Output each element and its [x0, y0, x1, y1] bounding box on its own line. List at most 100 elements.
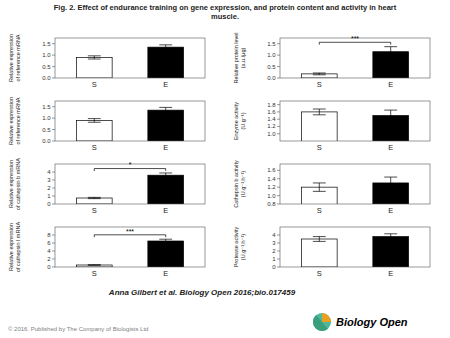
bar — [148, 241, 184, 267]
subplot: 0.00.51.01.5SERelative expressionof refe… — [8, 34, 205, 89]
error-bar — [384, 234, 397, 240]
y-tick-label: 1.8 — [267, 102, 276, 108]
y-tick-label: 2 — [272, 248, 276, 254]
y-tick — [52, 118, 55, 119]
error-line — [390, 177, 391, 189]
y-tick — [52, 172, 55, 173]
error-bar — [384, 110, 397, 121]
x-tick-label: E — [163, 80, 168, 89]
y-tick-label: 1.0 — [267, 131, 276, 137]
y-tick — [277, 178, 280, 179]
subplot: 01234SERelative expressionof cathepsin b… — [8, 158, 205, 215]
error-bar — [313, 183, 326, 191]
error-cap — [159, 107, 172, 108]
y-tick-label: 4 — [47, 169, 51, 175]
y-axis-label-line: Relative expression — [8, 34, 14, 82]
y-tick — [52, 259, 55, 260]
significance-label: *** — [351, 35, 359, 42]
y-tick — [52, 251, 55, 252]
y-axis-label: Cathepsin b activity(U.g⁻¹.h⁻¹) — [233, 160, 246, 208]
y-axis-label-line: of cathepsin l mRNA — [15, 222, 21, 272]
y-axis-label: Relative expressionof reference mRNA — [8, 34, 21, 82]
error-bar — [159, 239, 172, 243]
subplot: 0.00.51.01.5SERelative expressionof refe… — [8, 97, 205, 152]
y-tick — [52, 66, 55, 67]
error-cap — [159, 239, 172, 240]
y-tick — [52, 55, 55, 56]
y-tick — [52, 106, 55, 107]
copyright: © 2016. Published by The Company of Biol… — [8, 326, 148, 332]
x-tick-label: E — [388, 80, 393, 89]
error-cap — [313, 241, 326, 242]
significance-label: *** — [126, 228, 134, 235]
error-line — [165, 107, 166, 112]
x-tick-label: S — [92, 269, 97, 278]
error-bar — [313, 237, 326, 242]
bar — [148, 110, 184, 141]
error-cap — [88, 55, 101, 56]
y-tick — [277, 78, 280, 79]
y-axis-label-line: of cathepsin b mRNA — [15, 158, 21, 210]
y-tick — [52, 188, 55, 189]
error-bar — [159, 107, 172, 112]
y-axis-label: Enzyme activity(U.g⁻¹) — [233, 102, 246, 140]
x-tick-label: E — [163, 143, 168, 152]
y-tick-label: 0 — [47, 264, 51, 270]
error-cap — [313, 236, 326, 237]
subplot: 02468SERelative expressionof cathepsin l… — [8, 222, 205, 278]
y-tick — [52, 243, 55, 244]
error-cap — [88, 59, 101, 60]
x-tick-label: E — [163, 206, 168, 215]
x-tick-label: S — [92, 143, 97, 152]
marks — [301, 47, 408, 78]
error-cap — [384, 121, 397, 122]
y-tick — [277, 251, 280, 252]
y-axis-label: Relative protein level(a.u./μg) — [233, 32, 246, 83]
error-cap — [159, 177, 172, 178]
error-bar — [159, 173, 172, 177]
y-axis-label-line: (U.g⁻¹) — [240, 112, 246, 129]
error-cap — [159, 172, 172, 173]
y-tick-label: 1.0 — [42, 115, 51, 121]
y-tick-label: 0.0 — [267, 75, 276, 81]
y-axis-label-line: (U.g⁻¹.h⁻¹) — [240, 171, 246, 197]
error-line — [165, 45, 166, 50]
y-tick-label: 1.4 — [267, 116, 276, 122]
y-tick-label: 0.5 — [42, 127, 51, 133]
plot-frame — [280, 227, 430, 267]
plot-frame — [55, 38, 205, 78]
error-line — [94, 56, 95, 59]
error-cap — [384, 188, 397, 189]
error-cap — [313, 182, 326, 183]
subplot: 01234SEProtease activity(U.g⁻¹.h⁻¹) — [233, 227, 430, 278]
plot-frame — [280, 38, 430, 78]
y-tick — [277, 235, 280, 236]
error-bar — [159, 45, 172, 50]
y-tick-label: 0.5 — [267, 64, 276, 70]
plot-frame — [280, 101, 430, 141]
error-bar — [88, 119, 101, 123]
error-bar — [384, 177, 397, 189]
x-tick-label: S — [317, 206, 322, 215]
y-axis-label: Relative expressionof cathepsin l mRNA — [8, 222, 21, 272]
error-cap — [384, 239, 397, 240]
title-line: muscle. — [211, 12, 239, 21]
marks — [301, 234, 408, 267]
y-tick-label: 0.5 — [42, 64, 51, 70]
error-bar — [313, 109, 326, 115]
error-line — [390, 47, 391, 57]
y-tick — [277, 204, 280, 205]
title: Fig. 2. Effect of endurance training on … — [54, 3, 397, 21]
error-cap — [384, 233, 397, 234]
y-tick-label: 2 — [47, 185, 51, 191]
y-tick — [277, 243, 280, 244]
x-tick-label: E — [163, 269, 168, 278]
y-axis-label-line: of reference mRNA — [15, 97, 21, 144]
error-cap — [313, 114, 326, 115]
title-line: Fig. 2. Effect of endurance training on … — [54, 3, 397, 12]
y-axis-label: Relative expressionof cathepsin b mRNA — [8, 158, 21, 210]
marks — [301, 177, 408, 204]
error-bar — [88, 197, 101, 198]
y-axis-label: Relative expressionof reference mRNA — [8, 97, 21, 145]
y-axis-label-line: Relative protein level — [233, 32, 239, 83]
